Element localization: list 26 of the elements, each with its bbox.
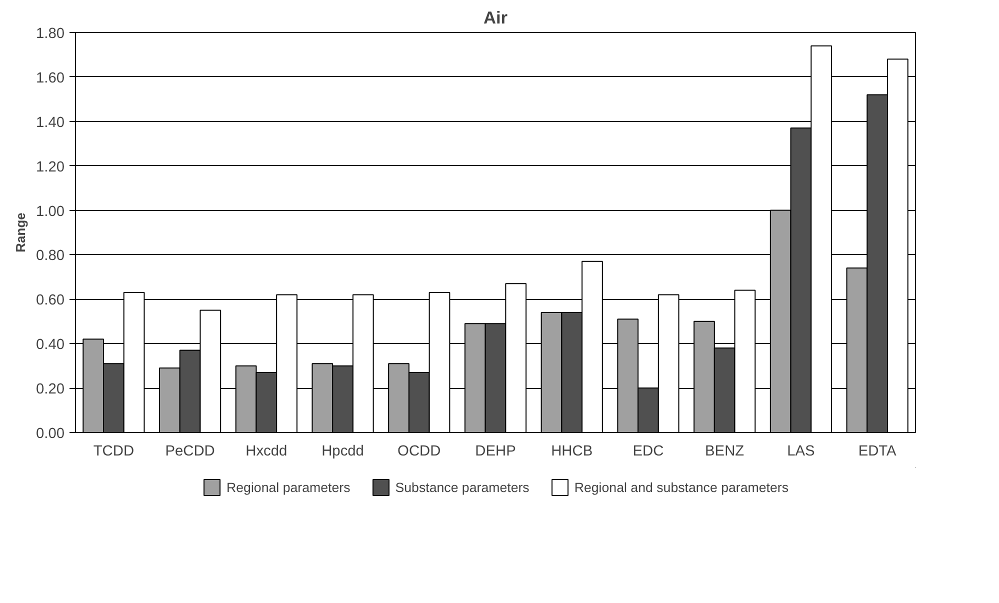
y-tick-label: 1.80 <box>36 26 65 42</box>
y-tick-label: 0.60 <box>36 292 65 309</box>
x-tick-label: BENZ <box>705 444 744 460</box>
y-tick-label: 0.00 <box>36 426 65 442</box>
y-tick-label: 0.40 <box>36 337 65 354</box>
y-axis-title: Range <box>12 212 28 252</box>
x-tick-label: Hxcdd <box>246 444 288 460</box>
y-tick-label: 1.60 <box>36 70 65 86</box>
legend-label: Substance parameters <box>395 480 530 494</box>
x-tick-label: LAS <box>787 444 816 460</box>
y-tick-label: 1.20 <box>36 159 65 176</box>
y-tick-label: 1.00 <box>36 204 65 220</box>
chart-title: Air <box>483 8 508 28</box>
x-tick-label: Hpcdd <box>322 444 364 460</box>
x-tick-label: PeCDD <box>165 444 215 460</box>
x-tick-label: DEHP <box>475 444 516 460</box>
y-tick-label: 0.20 <box>36 382 65 398</box>
x-tick-label: HHCB <box>551 444 593 460</box>
y-tick-label: 1.40 <box>36 114 65 131</box>
x-tick-label: TCDD <box>93 444 134 460</box>
x-tick-label: EDC <box>632 444 664 460</box>
legend-label: Regional and substance parameters <box>574 480 788 494</box>
x-tick-label: OCDD <box>398 444 441 460</box>
y-tick-label: 0.80 <box>36 248 65 264</box>
x-tick-label: EDTA <box>858 444 897 460</box>
legend-label: Regional parameters <box>226 480 350 494</box>
